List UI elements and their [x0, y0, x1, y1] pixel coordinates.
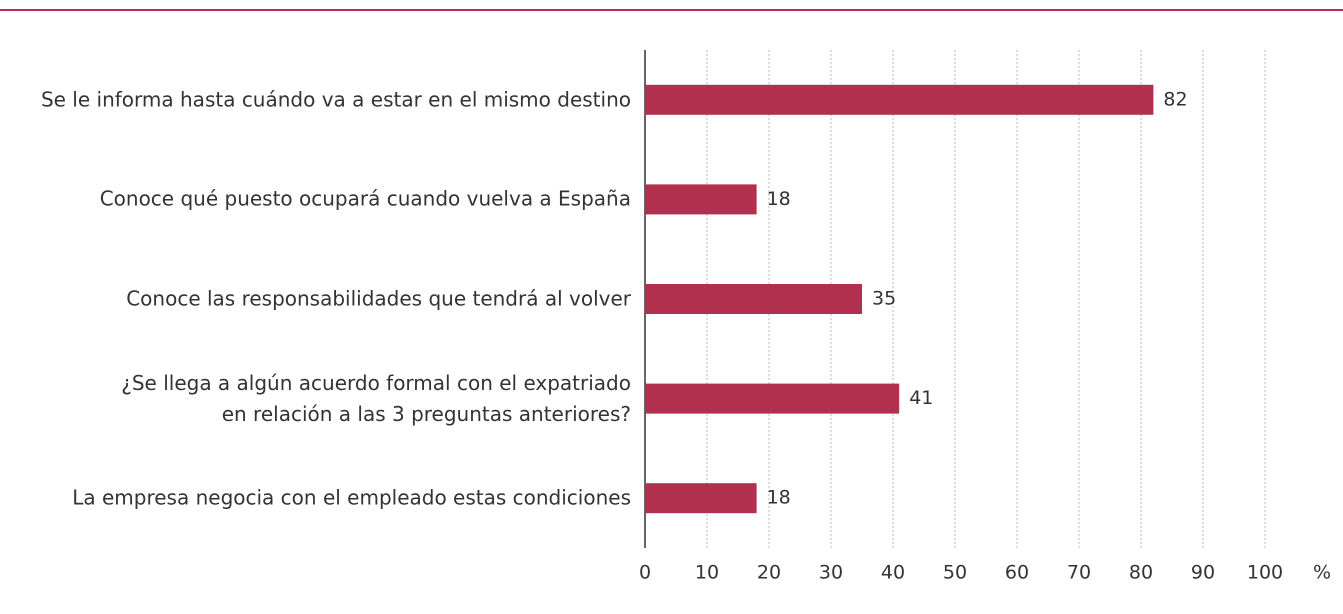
x-tick-label: 80	[1129, 562, 1153, 584]
x-tick-label: 70	[1067, 562, 1091, 584]
category-label: Conoce qué puesto ocupará cuando vuelva …	[99, 186, 631, 211]
bar	[645, 184, 757, 215]
x-tick-label: 50	[943, 562, 967, 584]
x-tick-label: 20	[757, 562, 781, 584]
value-label: 41	[909, 387, 933, 409]
x-tick-label: 40	[881, 562, 905, 584]
value-label: 35	[872, 288, 896, 310]
value-label: 18	[767, 487, 791, 509]
x-tick-label: 90	[1191, 562, 1215, 584]
x-axis-label: %	[1313, 562, 1331, 584]
bar	[645, 383, 900, 414]
bar	[645, 483, 757, 514]
category-label: ¿Se llega a algún acuerdo formal con el …	[121, 370, 631, 426]
bar	[645, 284, 862, 314]
category-label: Se le informa hasta cuándo va a estar en…	[40, 87, 631, 112]
bar	[645, 84, 1154, 115]
x-tick-label: 0	[639, 562, 651, 584]
value-label: 82	[1163, 88, 1187, 110]
category-label: La empresa negocia con el empleado estas…	[72, 485, 631, 510]
x-tick-label: 100	[1247, 562, 1283, 584]
category-label: Conoce las responsabilidades que tendrá …	[126, 286, 631, 311]
x-tick-label: 10	[695, 562, 719, 584]
value-label: 18	[767, 188, 791, 210]
x-tick-label: 30	[819, 562, 843, 584]
x-tick-label: 60	[1005, 562, 1029, 584]
